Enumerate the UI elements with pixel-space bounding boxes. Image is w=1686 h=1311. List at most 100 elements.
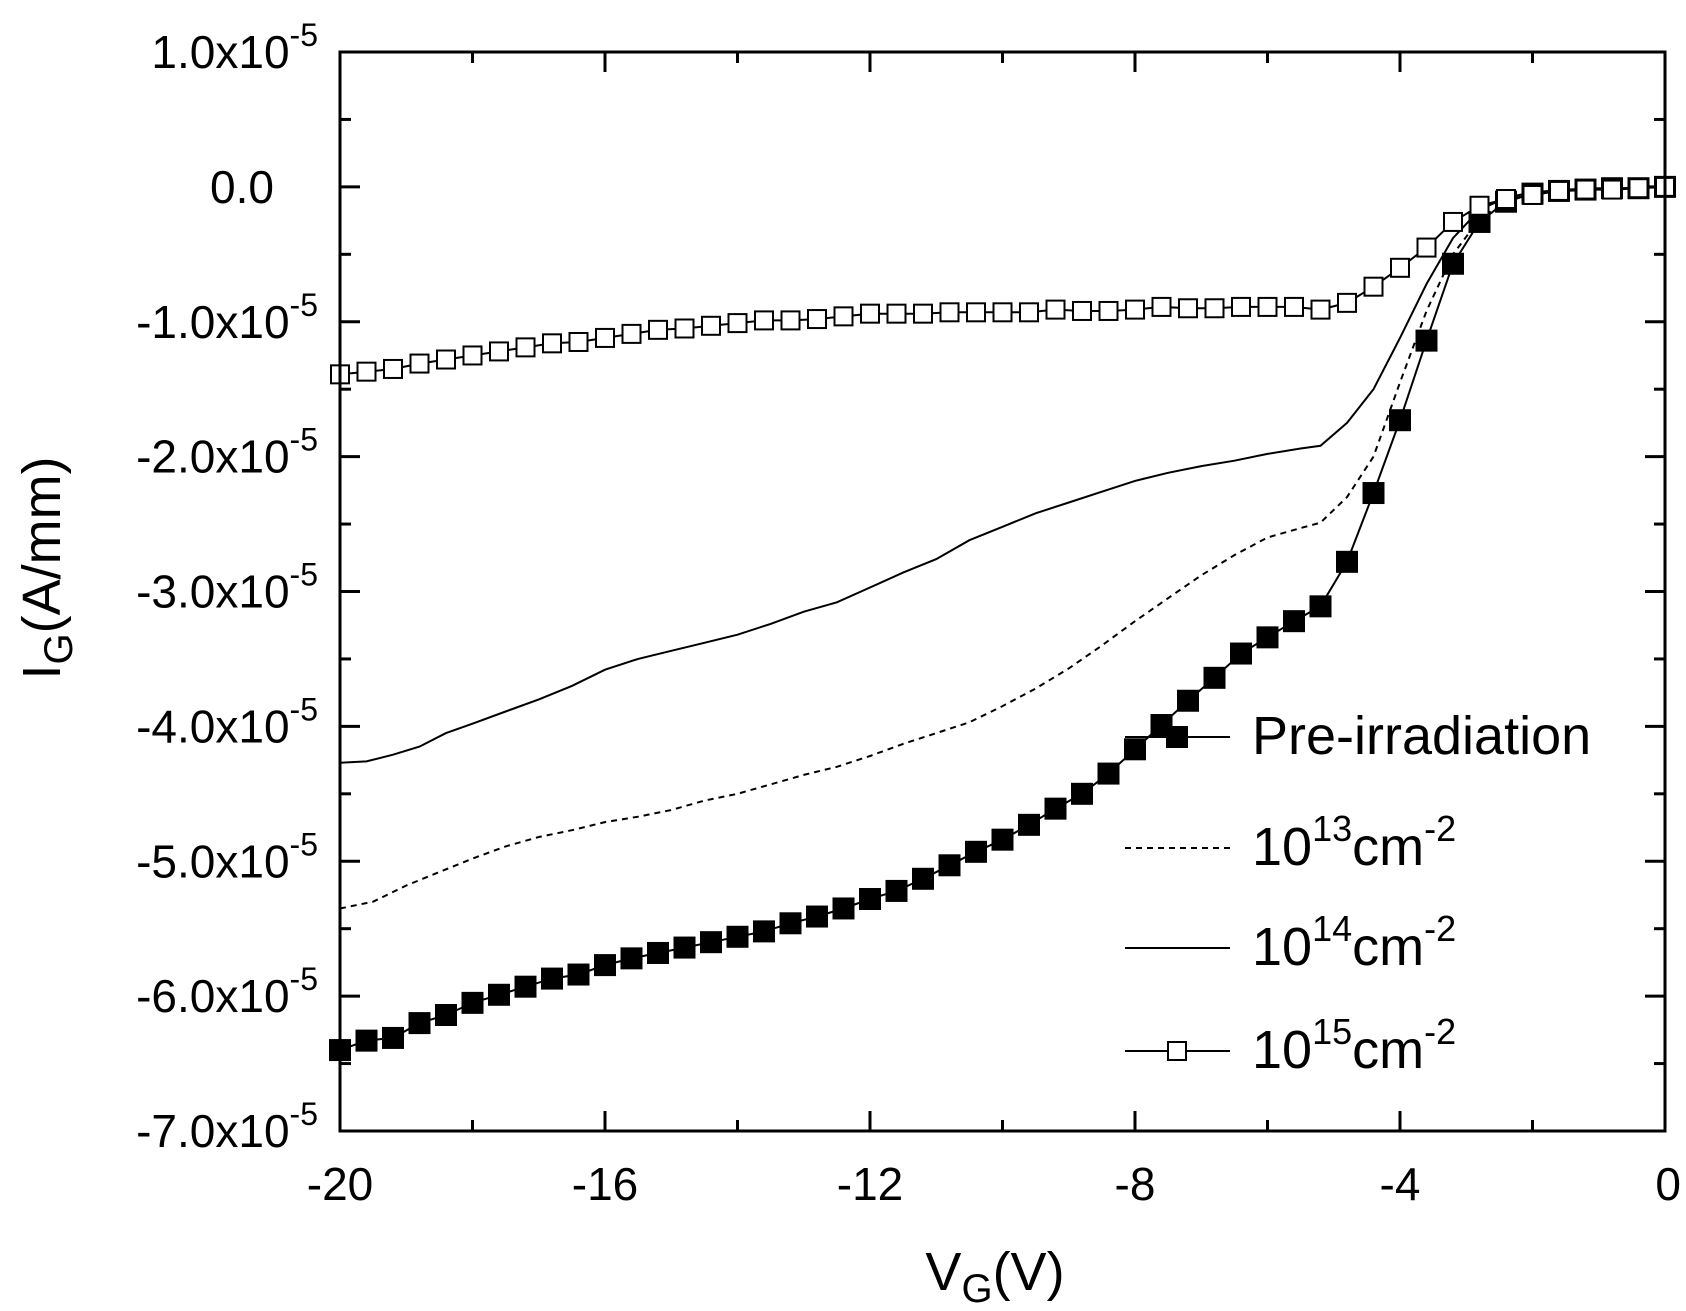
data-point	[1097, 762, 1120, 785]
data-point	[1230, 642, 1252, 665]
data-point	[461, 991, 484, 1014]
data-point	[886, 303, 907, 324]
data-point	[807, 309, 827, 330]
data-point	[780, 310, 801, 331]
data-point	[1390, 257, 1410, 278]
data-point	[1125, 299, 1145, 320]
y-tick-label: 0.0	[210, 161, 274, 213]
data-point	[1124, 738, 1146, 761]
y-axis-label-main: I	[12, 665, 72, 680]
data-point	[436, 349, 456, 370]
data-point	[913, 303, 933, 324]
series-line	[339, 185, 1666, 764]
data-point	[1019, 302, 1039, 323]
data-point	[1045, 299, 1066, 320]
legend-entry-0: Pre-irradiation	[1125, 706, 1591, 766]
data-point	[1044, 797, 1067, 820]
data-point	[700, 931, 722, 954]
data-point	[567, 963, 590, 986]
data-point	[356, 361, 377, 382]
legend-entry-1: 1013cm-2	[1125, 808, 1456, 877]
legend-entry-2: 1014cm-2	[1125, 908, 1456, 977]
data-point	[912, 867, 934, 890]
data-point	[673, 936, 696, 959]
data-point	[621, 323, 642, 344]
x-tick-label: -4	[1380, 1158, 1421, 1210]
data-point	[595, 327, 615, 348]
data-point	[754, 310, 774, 331]
data-point	[409, 353, 430, 374]
data-point	[355, 1029, 378, 1052]
y-tick-label: -3.0x10-5	[136, 557, 318, 618]
x-tick-label: 0	[1655, 1158, 1681, 1210]
series-1	[339, 185, 1666, 910]
data-point	[594, 954, 616, 977]
data-point	[674, 318, 695, 339]
data-point	[541, 967, 563, 990]
data-point	[1442, 252, 1464, 275]
x-tick-label: -12	[837, 1158, 903, 1210]
legend-label: Pre-irradiation	[1252, 706, 1591, 766]
series-2	[339, 185, 1666, 764]
legend-label: 1014cm-2	[1252, 908, 1456, 977]
data-point	[1415, 329, 1438, 352]
data-point	[514, 975, 537, 998]
data-point	[1575, 179, 1596, 200]
x-tick-label: -8	[1115, 1158, 1156, 1210]
data-point	[568, 331, 589, 352]
data-point	[992, 302, 1013, 323]
legend-marker	[1167, 1041, 1187, 1061]
x-axis-label: VG(V)	[925, 1242, 1064, 1311]
legend-entry-3: 1015cm-2	[1125, 1011, 1456, 1080]
y-tick-label: -5.0x10-5	[136, 826, 318, 887]
data-point	[1602, 179, 1622, 200]
x-axis-label-rest: (V)	[993, 1242, 1065, 1302]
data-point	[938, 854, 961, 877]
data-point	[1336, 550, 1358, 573]
x-axis-label-sub: G	[961, 1267, 992, 1311]
data-point	[1072, 300, 1092, 321]
data-point	[542, 333, 562, 354]
data-point	[1337, 292, 1357, 313]
data-point	[383, 358, 403, 379]
data-point	[462, 345, 483, 366]
data-point	[1283, 610, 1305, 633]
data-point	[1416, 237, 1437, 258]
y-tick-label: -6.0x10-5	[136, 961, 318, 1022]
data-point	[648, 319, 668, 340]
y-tick-labels: 1.0x10-5 0.0 -1.0x10-5 -2.0x10-5 -3.0x10-5 -4…	[136, 17, 318, 1157]
legend: Pre-irradiation 1013cm-2 1014cm-2 1015cm-2	[1125, 706, 1591, 1080]
series-3	[330, 176, 1675, 385]
data-point	[1177, 689, 1199, 712]
y-tick-label: 1.0x10-5	[151, 17, 318, 78]
series-0	[329, 175, 1676, 1062]
data-point	[1257, 296, 1278, 317]
data-point	[965, 840, 987, 863]
data-point	[885, 879, 908, 902]
data-point	[1496, 189, 1516, 210]
data-point	[1098, 300, 1119, 321]
data-point	[1549, 180, 1569, 201]
data-point	[488, 983, 510, 1006]
x-tick-label: -20	[307, 1158, 373, 1210]
data-point	[1071, 782, 1093, 805]
data-point	[1151, 296, 1172, 317]
x-axis-label-main: V	[925, 1242, 961, 1302]
data-point	[859, 888, 881, 911]
data-point	[833, 306, 854, 327]
data-point	[991, 828, 1014, 851]
data-point	[1231, 296, 1251, 317]
data-point	[1469, 195, 1490, 216]
data-point	[1363, 276, 1384, 297]
data-point	[1203, 666, 1226, 689]
y-tick-label: -4.0x10-5	[136, 691, 318, 752]
data-point	[1389, 409, 1411, 432]
data-point	[1310, 299, 1331, 320]
legend-label: 1015cm-2	[1252, 1011, 1456, 1080]
data-point	[779, 912, 802, 935]
data-point	[382, 1026, 404, 1049]
data-point	[939, 302, 960, 323]
data-point	[753, 920, 775, 943]
y-axis-label-rest: (A/mm)	[12, 456, 72, 633]
data-point	[435, 1004, 457, 1027]
